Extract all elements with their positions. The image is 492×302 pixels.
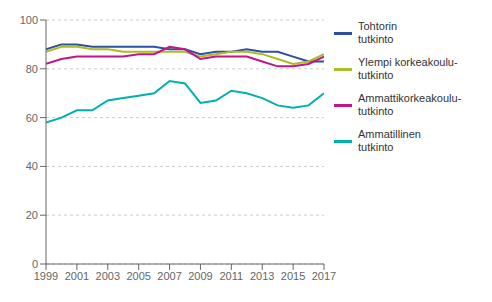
svg-text:1999: 1999 — [34, 270, 58, 282]
svg-text:2013: 2013 — [250, 270, 274, 282]
svg-text:2001: 2001 — [65, 270, 89, 282]
svg-text:80: 80 — [26, 63, 38, 75]
svg-text:60: 60 — [26, 112, 38, 124]
svg-text:2003: 2003 — [96, 270, 120, 282]
svg-text:2011: 2011 — [220, 270, 244, 282]
html-text:Ylempi korkeakoulu- tutkinto: Ylempi korkeakoulu- tutkinto — [358, 56, 458, 81]
svg-text:2017: 2017 — [312, 270, 336, 282]
html-text:Tohtorin tutkinto: Tohtorin tutkinto — [358, 20, 398, 45]
html-text:Ammattikorkeakoulu- tutkinto: Ammattikorkeakoulu- tutkinto — [358, 92, 462, 117]
svg-text:2015: 2015 — [281, 270, 305, 282]
html-text:Ammatillinen tutkinto: Ammatillinen tutkinto — [358, 128, 421, 153]
svg-text:20: 20 — [26, 209, 38, 221]
svg-text:2005: 2005 — [126, 270, 150, 282]
svg-text:0: 0 — [32, 258, 38, 270]
svg-text:40: 40 — [26, 160, 38, 172]
svg-text:100: 100 — [20, 14, 38, 26]
svg-text:2009: 2009 — [188, 270, 212, 282]
svg-text:2007: 2007 — [157, 270, 181, 282]
